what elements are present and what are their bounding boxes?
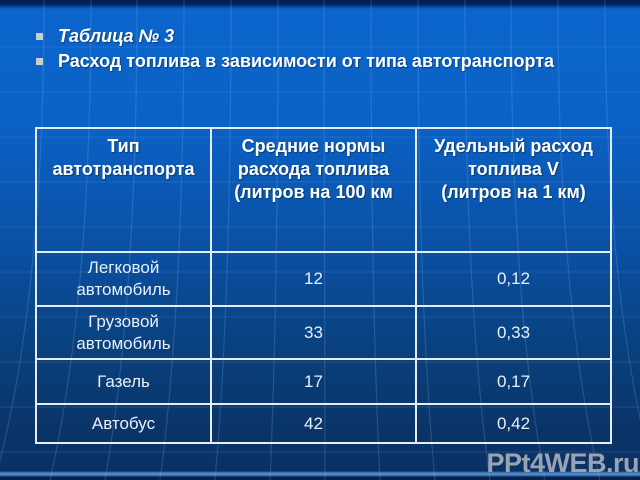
column-header-vehicle-type: Тип автотранспорта xyxy=(35,127,212,253)
table-row: Автобус 42 0,42 xyxy=(35,403,612,444)
cell-specific-consumption: 0,17 xyxy=(415,358,612,405)
cell-average-norm: 17 xyxy=(210,358,417,405)
bullet-item: Таблица № 3 xyxy=(36,26,554,47)
fuel-consumption-table: Тип автотранспорта Средние нормы расхода… xyxy=(35,127,612,444)
cell-average-norm: 42 xyxy=(210,403,417,444)
table-header-row: Тип автотранспорта Средние нормы расхода… xyxy=(35,127,612,253)
cell-average-norm: 33 xyxy=(210,305,417,360)
cell-vehicle-type: Легковой автомобиль xyxy=(35,251,212,307)
bullet-square-icon xyxy=(36,33,43,40)
bullet-text-slide-title: Расход топлива в зависимости от типа авт… xyxy=(58,51,555,71)
cell-average-norm: 12 xyxy=(210,251,417,307)
cell-vehicle-type: Газель xyxy=(35,358,212,405)
cell-vehicle-type: Грузовой автомобиль xyxy=(35,305,212,360)
table-row: Газель 17 0,17 xyxy=(35,358,612,405)
watermark: PPt4WEB.ru xyxy=(486,448,639,478)
column-header-specific-consumption: Удельный расход топлива V (литров на 1 к… xyxy=(415,127,612,253)
bullet-square-icon xyxy=(36,58,43,65)
bullet-list: Таблица № 3 Расход топлива в зависимости… xyxy=(36,26,554,76)
bullet-text-table-number: Таблица № 3 xyxy=(58,26,175,46)
cell-vehicle-type: Автобус xyxy=(35,403,212,444)
cell-specific-consumption: 0,33 xyxy=(415,305,612,360)
table-row: Грузовой автомобиль 33 0,33 xyxy=(35,305,612,360)
table-row: Легковой автомобиль 12 0,12 xyxy=(35,251,612,307)
cell-specific-consumption: 0,12 xyxy=(415,251,612,307)
bullet-item: Расход топлива в зависимости от типа авт… xyxy=(36,51,554,72)
cell-specific-consumption: 0,42 xyxy=(415,403,612,444)
column-header-average-norm: Средние нормы расхода топлива (литров на… xyxy=(210,127,417,253)
